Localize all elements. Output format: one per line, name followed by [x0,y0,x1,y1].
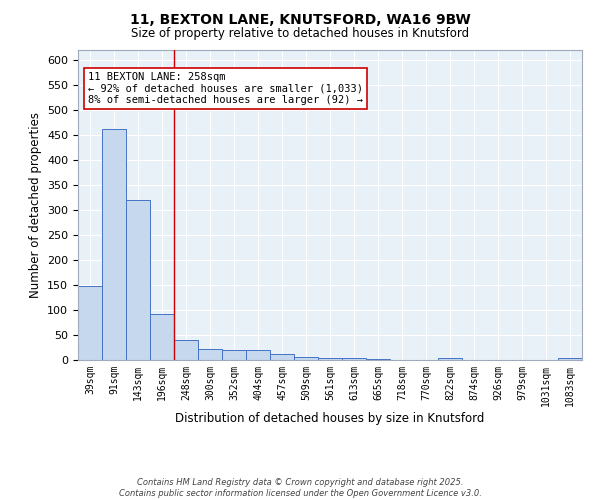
Bar [246,350,270,360]
Text: Size of property relative to detached houses in Knutsford: Size of property relative to detached ho… [131,28,469,40]
Text: Contains HM Land Registry data © Crown copyright and database right 2025.
Contai: Contains HM Land Registry data © Crown c… [119,478,481,498]
Text: 11 BEXTON LANE: 258sqm
← 92% of detached houses are smaller (1,033)
8% of semi-d: 11 BEXTON LANE: 258sqm ← 92% of detached… [88,72,363,105]
Bar [78,286,102,360]
Bar [294,357,318,360]
Bar [438,358,462,360]
X-axis label: Distribution of detached houses by size in Knutsford: Distribution of detached houses by size … [175,412,485,424]
Bar [102,129,126,360]
Bar [150,314,174,360]
Bar [174,340,198,360]
Bar [222,350,246,360]
Bar [366,359,390,360]
Bar [270,354,294,360]
Bar [558,358,582,360]
Text: 11, BEXTON LANE, KNUTSFORD, WA16 9BW: 11, BEXTON LANE, KNUTSFORD, WA16 9BW [130,12,470,26]
Bar [318,358,342,360]
Y-axis label: Number of detached properties: Number of detached properties [29,112,41,298]
Bar [342,358,366,360]
Bar [126,200,150,360]
Bar [198,349,222,360]
